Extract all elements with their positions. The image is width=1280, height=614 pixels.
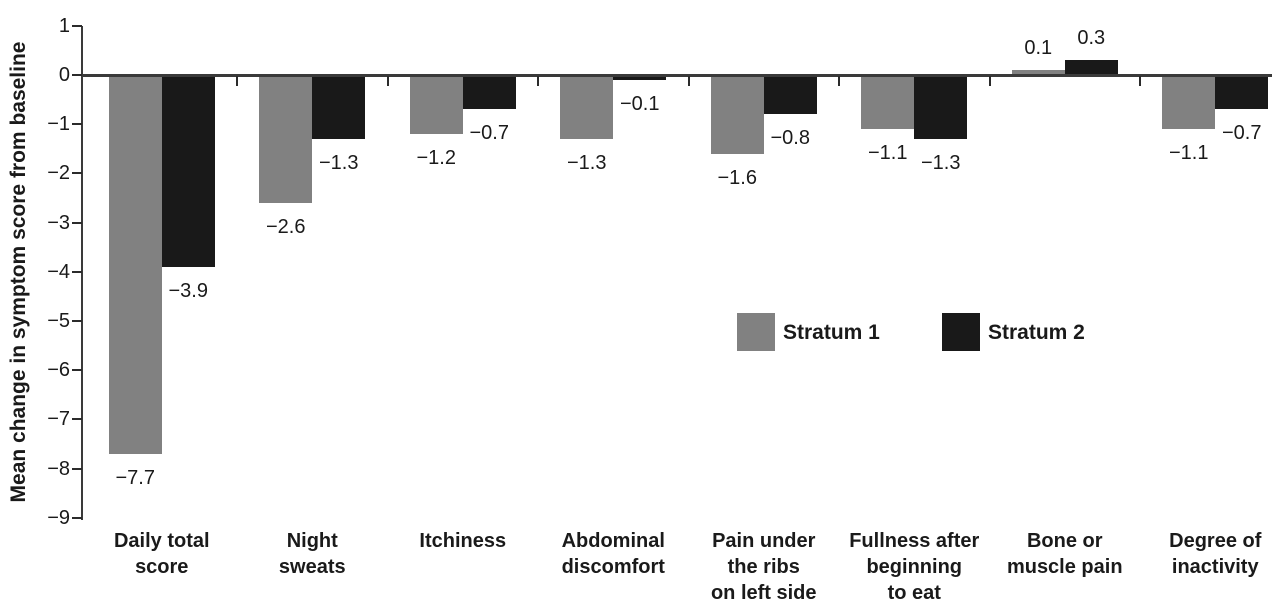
y-tick-1	[72, 24, 82, 27]
value-label-stratum-2-7: 0.3	[1077, 27, 1106, 50]
bar-stratum-2-1	[161, 75, 215, 267]
category-label-line: Fullness after	[849, 530, 980, 552]
x-tick-5	[838, 76, 840, 86]
y-tick-label--7: −7	[47, 408, 70, 431]
y-tick-label--6: −6	[47, 359, 70, 382]
category-label-4: Abdominal discomfort	[531, 528, 695, 580]
value-label-stratum-1-4: −1.3	[567, 151, 607, 174]
value-label-stratum-1-1: −7.7	[115, 466, 155, 489]
value-label-stratum-2-5: −0.8	[770, 127, 810, 150]
y-tick-label--5: −5	[47, 310, 70, 332]
y-tick--5	[72, 320, 82, 322]
legend-label-stratum-2: Stratum 2	[988, 321, 1085, 344]
value-label-stratum-1-2: −2.6	[266, 215, 306, 238]
y-tick-label--9: −9	[47, 506, 70, 529]
y-tick-label-1: 1	[58, 14, 70, 37]
y-tick--2	[72, 172, 82, 175]
y-tick--8	[72, 467, 82, 470]
value-label-stratum-2-3: −0.7	[469, 122, 509, 145]
category-label-line: Itchiness	[419, 530, 507, 552]
bar-stratum-2-4	[613, 75, 667, 80]
category-label-line: inactivity	[1171, 556, 1259, 578]
bar-stratum-2-6	[914, 75, 968, 139]
value-label-stratum-2-6: −1.3	[921, 151, 961, 174]
y-tick-label-0: 0	[58, 64, 70, 86]
value-label-stratum-2-1: −3.9	[168, 279, 208, 302]
bar-stratum-1-7	[1011, 70, 1065, 75]
bar-stratum-2-8	[1215, 75, 1269, 110]
category-label-2: Night sweats	[230, 528, 394, 580]
bar-stratum-1-6	[861, 75, 915, 130]
category-label-8: Degree of inactivity	[1133, 528, 1280, 580]
category-label-line: score	[135, 556, 189, 578]
bar-stratum-1-3	[409, 75, 463, 135]
legend-swatch-stratum-1	[737, 313, 775, 351]
category-label-line: muscle pain	[1006, 556, 1123, 578]
bar-stratum-2-2	[312, 75, 366, 139]
category-label-6: Fullness after beginning to eat	[832, 528, 996, 606]
category-label-line: sweats	[278, 556, 346, 578]
category-label-line: Daily total	[113, 530, 210, 552]
x-tick-4	[687, 76, 690, 86]
value-label-stratum-2-2: −1.3	[319, 151, 359, 174]
category-label-line: the ribs	[727, 556, 800, 578]
bar-stratum-2-3	[462, 75, 516, 110]
category-label-line: Night	[286, 530, 338, 552]
bar-stratum-1-5	[710, 75, 764, 154]
x-tick-2	[386, 76, 389, 86]
x-tick-3	[537, 76, 539, 86]
bar-stratum-1-8	[1162, 75, 1216, 130]
category-label-line: Degree of	[1169, 530, 1262, 552]
value-label-stratum-2-8: −0.7	[1222, 122, 1262, 145]
category-label-line: Abdominal	[561, 530, 665, 552]
value-label-stratum-2-4: −0.1	[620, 92, 660, 115]
legend-label-stratum-1: Stratum 1	[783, 321, 880, 344]
bar-stratum-1-1	[108, 75, 162, 454]
y-tick-0	[72, 74, 82, 76]
x-axis-line	[82, 74, 1272, 77]
x-tick-6	[988, 76, 991, 86]
category-label-line: discomfort	[561, 556, 665, 578]
value-label-stratum-1-7: 0.1	[1024, 37, 1053, 60]
y-tick-label--3: −3	[47, 211, 70, 234]
bar-stratum-2-5	[763, 75, 817, 115]
category-label-1: Daily total score	[80, 528, 244, 580]
y-tick-label--4: −4	[47, 260, 70, 283]
x-tick-1	[236, 76, 238, 86]
legend-swatch-stratum-2	[942, 313, 980, 351]
category-label-line: Pain under	[712, 530, 816, 552]
y-tick-label--1: −1	[47, 113, 70, 136]
category-label-line: to eat	[887, 582, 941, 604]
category-label-line: Bone or	[1026, 530, 1103, 552]
y-tick--4	[72, 270, 82, 273]
bar-stratum-2-7	[1064, 60, 1118, 75]
category-label-line: on left side	[710, 582, 817, 604]
value-label-stratum-1-6: −1.1	[868, 142, 908, 165]
value-label-stratum-1-5: −1.6	[717, 166, 757, 189]
y-tick--9	[72, 516, 82, 519]
y-axis-line	[81, 25, 83, 520]
y-tick-label--8: −8	[47, 457, 70, 480]
y-tick--7	[72, 418, 82, 421]
value-label-stratum-1-3: −1.2	[416, 147, 456, 170]
category-label-5: Pain under the ribs on left side	[682, 528, 846, 606]
bar-stratum-1-4	[560, 75, 614, 139]
category-label-line: beginning	[866, 556, 963, 578]
y-tick--6	[72, 369, 82, 372]
category-label-3: Itchiness	[381, 528, 545, 554]
y-tick--1	[72, 123, 82, 126]
value-label-stratum-1-8: −1.1	[1169, 142, 1209, 165]
bar-stratum-1-2	[259, 75, 313, 203]
y-tick--3	[72, 221, 82, 224]
y-tick-label--2: −2	[47, 162, 70, 185]
category-label-7: Bone or muscle pain	[983, 528, 1147, 580]
x-tick-7	[1139, 76, 1141, 86]
